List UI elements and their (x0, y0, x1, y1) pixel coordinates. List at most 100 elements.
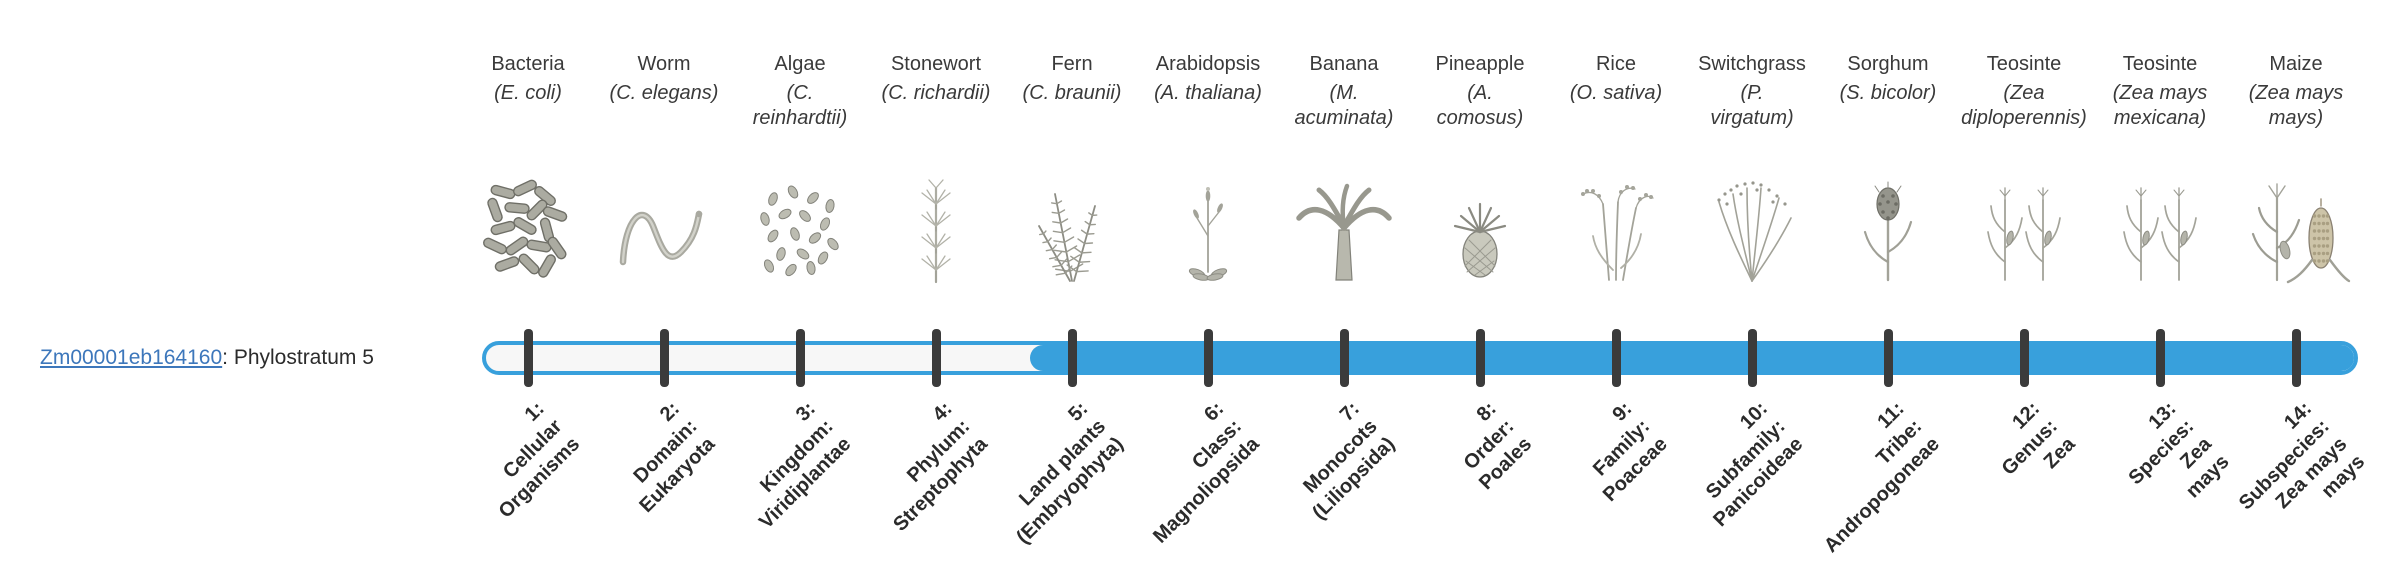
arabidopsis-icon (1188, 187, 1228, 281)
teosinte-icon (2123, 187, 2197, 281)
organism-illustration (2105, 131, 2215, 294)
phylostratum-label: 4: Phylum: Streptophyta (888, 397, 992, 536)
stonewort-icon (921, 179, 951, 284)
organism-column: Bacteria (E. coli) (453, 52, 603, 294)
phylostratum-tick (795, 329, 805, 387)
phylostratum-tick (1067, 329, 1077, 387)
phylostratum-label: 5: Land plants (Embryophyta) (1012, 397, 1128, 549)
phylostratum-tick (1339, 329, 1349, 387)
organism-illustration (1289, 131, 1399, 294)
bacteria-icon (483, 179, 568, 278)
organism-illustration (1153, 106, 1263, 294)
organism-column: Algae (C. reinhardtii) (725, 52, 875, 294)
organism-column: Sorghum (S. bicolor) (1813, 52, 1963, 294)
phylostratum-label: 6: Class: Magnoliopsida (1149, 397, 1264, 548)
organism-sci-name: (A. comosus) (1436, 82, 1524, 129)
organism-name: Fern (1051, 53, 1093, 75)
phylostratum-label: 1: Cellular Organisms (494, 397, 584, 523)
organism-name: Banana (1309, 53, 1379, 75)
banana-icon (1296, 183, 1392, 281)
organism-illustration (1969, 131, 2079, 294)
organism-sci-name: (S. bicolor) (1839, 82, 1937, 104)
organism-column: Teosinte (Zea diploperennis) (1949, 52, 2099, 294)
organism-name: Bacteria (491, 53, 565, 75)
organism-sci-name: (C. richardii) (881, 82, 991, 104)
organism-name: Algae (774, 53, 826, 75)
phylostratum-label: 11: Tribe: Andropogoneae (1819, 397, 1944, 558)
phylostratum-label: 9: Family: Poaceae (1588, 397, 1672, 507)
phylostratum-label: 13: Species: Zea mays (2124, 397, 2234, 503)
organism-sci-name: (C. braunii) (1022, 82, 1122, 104)
organism-illustration (609, 106, 719, 294)
phylostratum-tick (2155, 329, 2165, 387)
phylostratum-bar-fill (1030, 345, 2354, 371)
organism-name: Stonewort (890, 53, 982, 75)
phylostratum-label: 2: Domain: Eukaryota (629, 397, 720, 518)
phylostratum-label: 10: Subfamily: Panicoideae (1702, 397, 1808, 532)
organism-illustration (1017, 106, 1127, 294)
organism-illustration (2241, 131, 2351, 294)
organism-name: Worm (637, 53, 691, 75)
phylostratum-tick (2291, 329, 2301, 387)
worm-icon (619, 210, 703, 266)
organism-sci-name: (C. elegans) (609, 82, 719, 104)
organism-name: Sorghum (1847, 53, 1929, 75)
organism-name: Maize (2269, 53, 2323, 75)
organism-name: Teosinte (1986, 53, 2062, 75)
organism-name: Rice (1595, 53, 1636, 75)
switchgrass-icon (1717, 181, 1792, 282)
organism-name: Pineapple (1435, 53, 1525, 75)
organism-column: Rice (O. sativa) (1541, 52, 1691, 294)
phylostratum-label: 7: Monocots (Liliopsida) (1299, 397, 1400, 525)
maize-icon (2251, 183, 2351, 284)
organism-sci-name: (M. acuminata) (1294, 82, 1394, 129)
phylostratum-label: 14: Subspecies: Zea mays mays (2235, 397, 2370, 515)
organism-sci-name: (Zea mays mexicana) (2112, 82, 2208, 129)
phylostratum-bar (482, 341, 2358, 375)
phylostratum-tick (2019, 329, 2029, 387)
gene-link[interactable]: Zm00001eb164160 (40, 346, 223, 369)
organism-column: Teosinte (Zea mays mexicana) (2085, 52, 2235, 294)
organism-sci-name: (C. reinhardtii) (752, 82, 848, 129)
organism-column: Stonewort (C. richardii) (861, 52, 1011, 294)
organism-column: Fern (C. braunii) (997, 52, 1147, 294)
organism-sci-name: (P. virgatum) (1710, 82, 1794, 129)
organism-column: Banana (M. acuminata) (1269, 52, 1419, 294)
organism-illustration (881, 106, 991, 294)
organism-illustration (1697, 131, 1807, 294)
phylostratum-label: 3: Kingdom: Viridiplantae (755, 397, 856, 534)
fern-icon (1038, 193, 1098, 282)
phylostratum-tick (1475, 329, 1485, 387)
organism-name: Teosinte (2122, 53, 2198, 75)
organism-sci-name: (Zea mays mays) (2248, 82, 2344, 129)
organism-illustration (1833, 106, 1943, 294)
organism-column: Switchgrass (P. virgatum) (1677, 52, 1827, 294)
gene-label: Zm00001eb164160: Phylostratum 5 (40, 346, 374, 370)
organism-illustration (1425, 131, 1535, 294)
rice-icon (1581, 185, 1654, 281)
pineapple-icon (1453, 202, 1507, 278)
organism-name: Switchgrass (1698, 53, 1806, 75)
organism-sci-name: (E. coli) (494, 82, 562, 104)
organism-illustration (745, 131, 855, 294)
organism-sci-name: (A. thaliana) (1154, 82, 1262, 104)
organism-sci-name: (Zea diploperennis) (1961, 82, 2087, 129)
gene-phylostratum-text: : Phylostratum 5 (222, 346, 374, 369)
organism-illustration (1561, 106, 1671, 294)
organism-illustration (473, 106, 583, 294)
organism-column: Maize (Zea mays mays) (2221, 52, 2371, 294)
phylostratum-label: 8: Order: Poales (1459, 397, 1536, 495)
phylostratum-tick (1203, 329, 1213, 387)
teosinte-icon (1987, 187, 2061, 281)
phylostratum-tick (1747, 329, 1757, 387)
organism-column: Pineapple (A. comosus) (1405, 52, 1555, 294)
phylostratum-tick (523, 329, 533, 387)
phylostratum-tick (1611, 329, 1621, 387)
phylostratum-tick (659, 329, 669, 387)
organism-column: Arabidopsis (A. thaliana) (1133, 52, 1283, 294)
algae-icon (760, 185, 839, 277)
organism-name: Arabidopsis (1155, 53, 1261, 75)
phylostratum-label: 12: Genus: Zea (1997, 397, 2080, 480)
organism-column: Worm (C. elegans) (589, 52, 739, 294)
